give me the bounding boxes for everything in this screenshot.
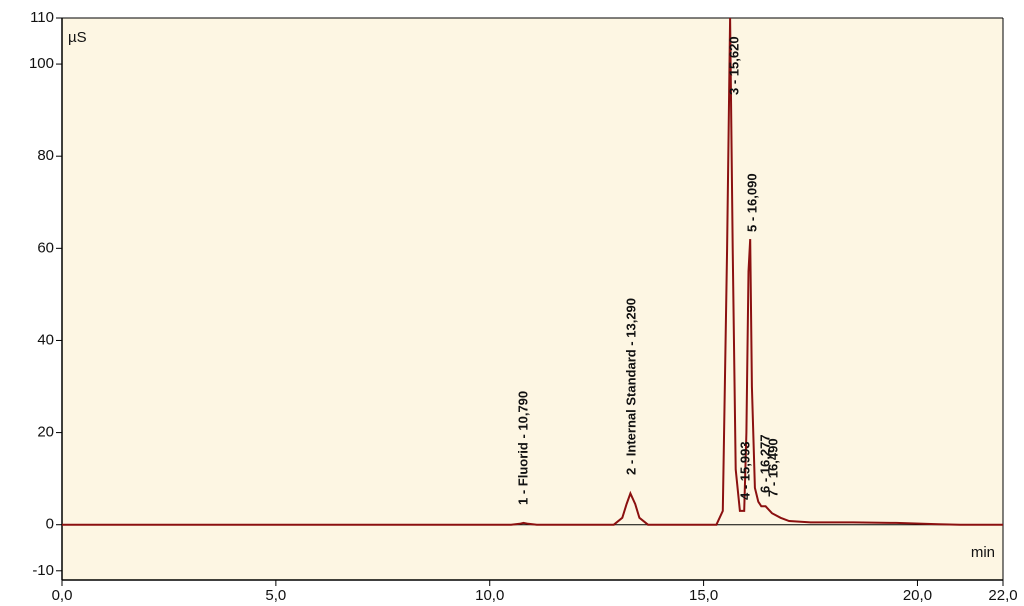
x-tick-label: 10,0 (475, 587, 504, 604)
y-tick-label: 100 (29, 55, 54, 72)
plot-area (62, 18, 1003, 580)
peak-label: 2 - Internal Standard - 13,290 (623, 298, 638, 475)
peak-label: 3 - 15,620 (726, 36, 741, 95)
y-tick-label: 60 (37, 239, 54, 256)
x-tick-label: 22,0 (988, 587, 1017, 604)
y-tick-label: 110 (30, 9, 54, 26)
x-tick-label: 15,0 (689, 587, 718, 604)
y-tick-label: 20 (37, 424, 54, 441)
y-tick-label: -10 (32, 562, 54, 579)
peak-label: 5 - 16,090 (744, 173, 759, 232)
y-unit: µS (68, 29, 87, 46)
y-tick-label: 40 (37, 331, 54, 348)
peak-label: 6 - 16,277 (757, 434, 772, 493)
y-tick-label: 80 (37, 147, 54, 164)
trace (62, 17, 1003, 526)
peak-label: 7 - 16,490 (765, 438, 780, 497)
y-tick-label: 0 (46, 516, 54, 533)
x-tick-label: 0,0 (52, 587, 73, 604)
x-tick-label: 5,0 (265, 587, 286, 604)
x-unit: min (971, 544, 995, 561)
peak-label: 4 - 15,993 (737, 441, 752, 500)
peak-label: 1 - Fluorid - 10,790 (515, 391, 530, 505)
x-tick-label: 20,0 (903, 587, 932, 604)
